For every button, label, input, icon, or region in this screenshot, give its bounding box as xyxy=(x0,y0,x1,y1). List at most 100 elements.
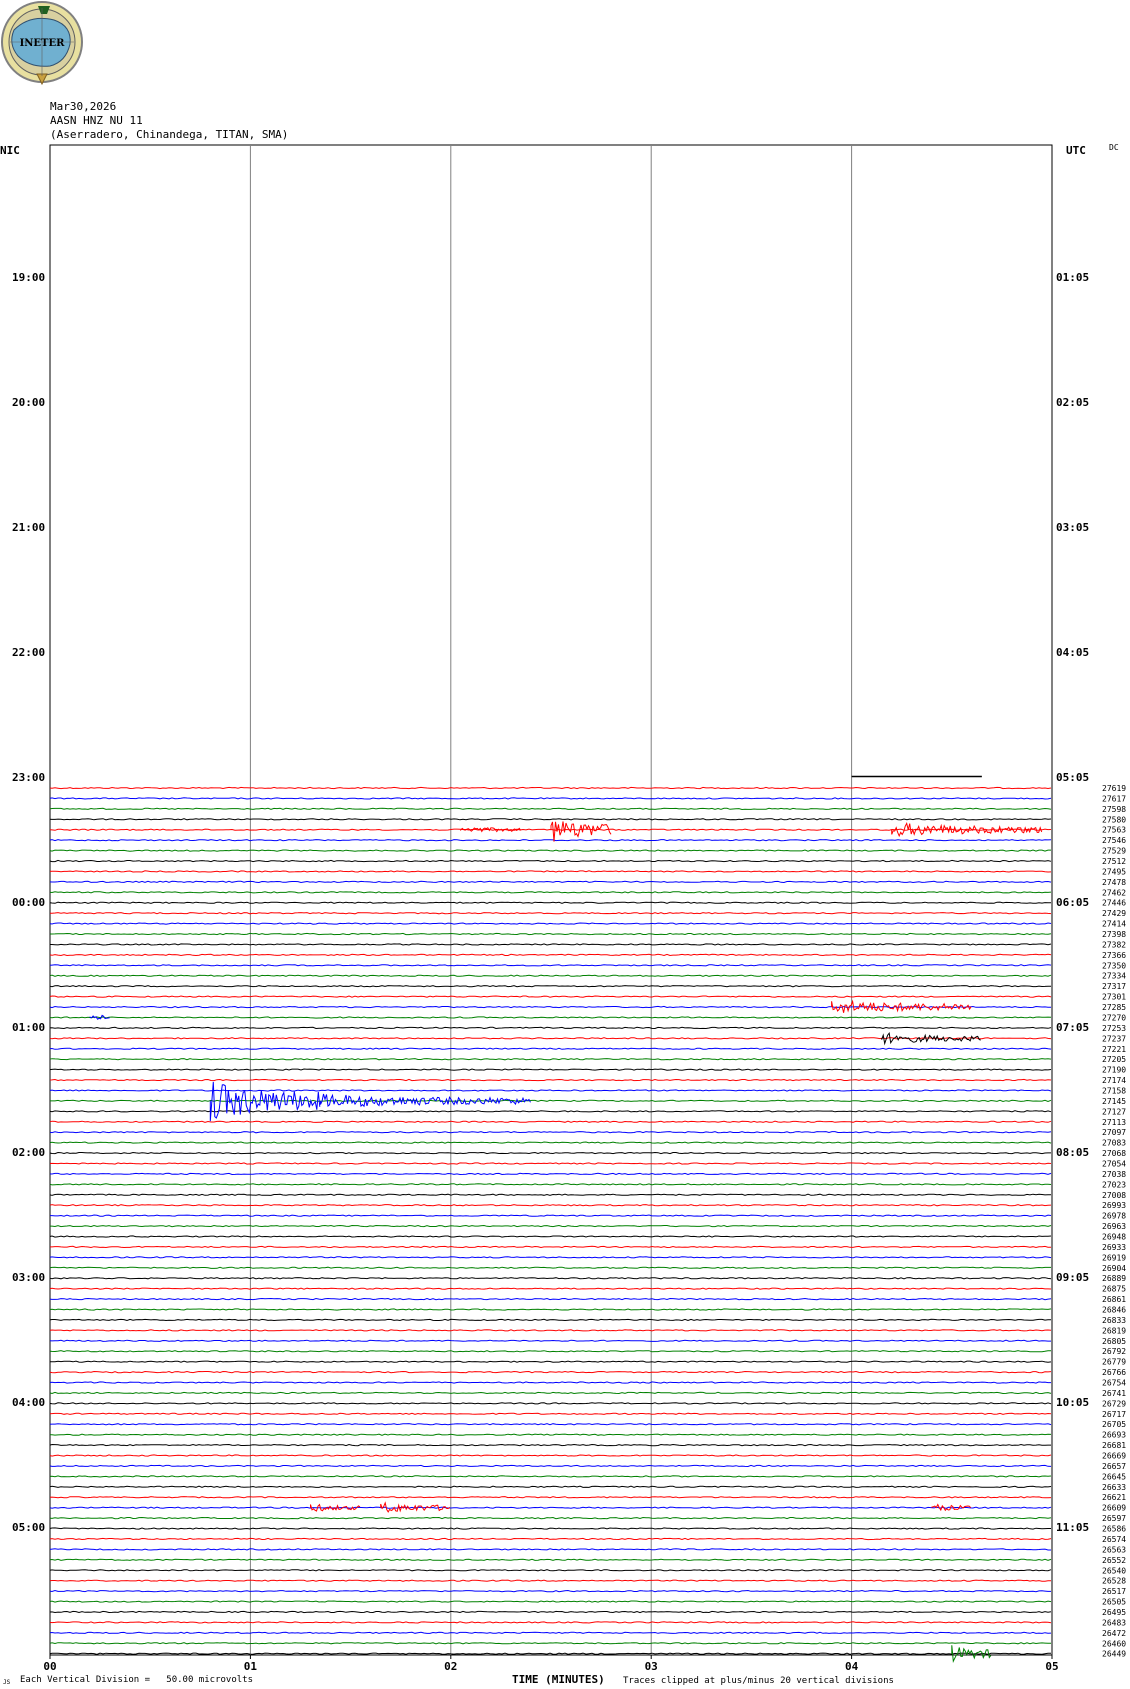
right-hour-label: 04:05 xyxy=(1056,646,1089,659)
trace-count-label: 27446 xyxy=(1102,899,1126,908)
seismic-trace xyxy=(49,1485,1052,1488)
trace-count-label: 26597 xyxy=(1102,1514,1126,1523)
trace-count-label: 27495 xyxy=(1102,867,1126,876)
seismic-trace xyxy=(49,1183,1052,1186)
left-hour-label: 19:00 xyxy=(12,271,45,284)
x-tick-label: 04 xyxy=(845,1660,859,1673)
seismic-trace xyxy=(50,1245,1052,1249)
trace-count-label: 27334 xyxy=(1102,972,1126,981)
trace-count-label: 26505 xyxy=(1102,1598,1126,1607)
seismic-trace xyxy=(49,1350,1051,1353)
seismic-event-burst xyxy=(460,827,522,833)
trace-count-label: 26792 xyxy=(1102,1347,1126,1356)
trace-count-label: 26819 xyxy=(1102,1326,1126,1335)
seismic-trace xyxy=(50,943,1052,946)
trace-count-label: 26552 xyxy=(1102,1556,1126,1565)
trace-count-label: 27382 xyxy=(1102,940,1126,949)
trace-count-label: 27253 xyxy=(1102,1024,1126,1033)
station-code: AASN HNZ NU 11 xyxy=(50,114,143,127)
seismic-event-burst xyxy=(931,1503,972,1512)
seismic-trace xyxy=(49,1548,1051,1551)
trace-count-label: 26483 xyxy=(1102,1618,1126,1627)
seismic-trace xyxy=(49,1297,1052,1301)
trace-count-label: 26861 xyxy=(1102,1295,1126,1304)
left-timezone-label: NIC xyxy=(0,144,20,157)
trace-count-label: 26574 xyxy=(1102,1535,1126,1544)
seismic-trace xyxy=(49,1433,1052,1436)
right-hour-label: 10:05 xyxy=(1056,1396,1089,1409)
trace-count-label: 26460 xyxy=(1102,1639,1126,1648)
seismic-trace xyxy=(49,1277,1052,1280)
seismic-trace xyxy=(49,1151,1051,1155)
left-hour-label: 22:00 xyxy=(12,646,45,659)
trace-count-label: 26528 xyxy=(1102,1577,1126,1586)
seismic-trace xyxy=(49,1443,1051,1447)
trace-count-label: 27008 xyxy=(1102,1191,1126,1200)
trace-count-label: 27038 xyxy=(1102,1170,1126,1179)
trace-count-label: 26705 xyxy=(1102,1420,1126,1429)
seismic-trace xyxy=(49,1047,1052,1050)
dc-label: DC xyxy=(1109,143,1119,152)
trace-count-label: 26586 xyxy=(1102,1525,1126,1534)
left-hour-label: 23:00 xyxy=(12,771,45,784)
seismic-trace xyxy=(49,1423,1052,1426)
right-hour-label: 05:05 xyxy=(1056,771,1089,784)
seismic-event-burst xyxy=(881,1031,981,1046)
trace-count-label: 27221 xyxy=(1102,1045,1126,1054)
seismic-event-burst xyxy=(831,999,972,1013)
trace-count-label: 26919 xyxy=(1102,1253,1126,1262)
left-hour-label: 01:00 xyxy=(12,1021,45,1034)
seismic-trace xyxy=(49,1370,1052,1374)
trace-count-label: 27023 xyxy=(1102,1180,1126,1189)
seismic-trace xyxy=(49,1256,1052,1259)
seismic-trace xyxy=(49,1308,1052,1311)
seismic-event-burst xyxy=(550,821,612,842)
trace-count-label: 27270 xyxy=(1102,1013,1126,1022)
seismic-trace xyxy=(49,1652,1052,1655)
left-hour-label: 04:00 xyxy=(12,1396,45,1409)
seismic-trace xyxy=(49,1579,1051,1582)
seismic-trace xyxy=(49,1131,1052,1134)
trace-count-label: 26563 xyxy=(1102,1545,1126,1554)
trace-count-label: 26875 xyxy=(1102,1285,1126,1294)
trace-count-label: 27054 xyxy=(1102,1159,1126,1168)
trace-count-label: 27190 xyxy=(1102,1066,1126,1075)
seismic-event-burst xyxy=(380,1501,451,1513)
x-tick-label: 05 xyxy=(1045,1660,1058,1673)
left-hour-label: 20:00 xyxy=(12,396,45,409)
seismic-trace xyxy=(49,1037,1052,1040)
seismic-trace xyxy=(49,1610,1052,1614)
seismic-trace xyxy=(49,1089,1052,1092)
trace-count-label: 26657 xyxy=(1102,1462,1126,1471)
right-hour-label: 06:05 xyxy=(1056,896,1089,909)
clip-note: Traces clipped at plus/minus 20 vertical… xyxy=(623,1676,894,1686)
trace-count-label: 26846 xyxy=(1102,1306,1126,1315)
trace-count-label: 27529 xyxy=(1102,847,1126,856)
trace-count-label: 27478 xyxy=(1102,878,1126,887)
trace-count-label: 27174 xyxy=(1102,1076,1126,1085)
trace-count-label: 27462 xyxy=(1102,888,1126,897)
seismic-trace xyxy=(49,880,1052,884)
seismic-trace xyxy=(49,1600,1052,1603)
seismic-trace xyxy=(49,797,1052,800)
right-hour-label: 11:05 xyxy=(1056,1521,1089,1534)
seismic-trace xyxy=(49,891,1052,894)
seismic-trace xyxy=(49,922,1052,925)
x-tick-label: 03 xyxy=(645,1660,658,1673)
trace-count-label: 27127 xyxy=(1102,1107,1126,1116)
seismic-trace xyxy=(49,786,1052,790)
footer-mark: JS xyxy=(3,1679,11,1686)
seismic-trace xyxy=(49,807,1052,811)
seismic-trace xyxy=(49,870,1052,873)
trace-count-label: 26621 xyxy=(1102,1493,1126,1502)
x-tick-label: 00 xyxy=(43,1660,56,1673)
seismic-trace xyxy=(49,1162,1052,1165)
seismic-trace xyxy=(49,1078,1052,1082)
trace-count-label: 26833 xyxy=(1102,1316,1126,1325)
seismic-trace xyxy=(49,912,1052,915)
seismic-trace xyxy=(49,849,1051,852)
trace-count-label: 27512 xyxy=(1102,857,1126,866)
seismic-trace xyxy=(49,1204,1052,1207)
seismic-trace xyxy=(50,1224,1052,1228)
trace-count-label: 27619 xyxy=(1102,784,1126,793)
